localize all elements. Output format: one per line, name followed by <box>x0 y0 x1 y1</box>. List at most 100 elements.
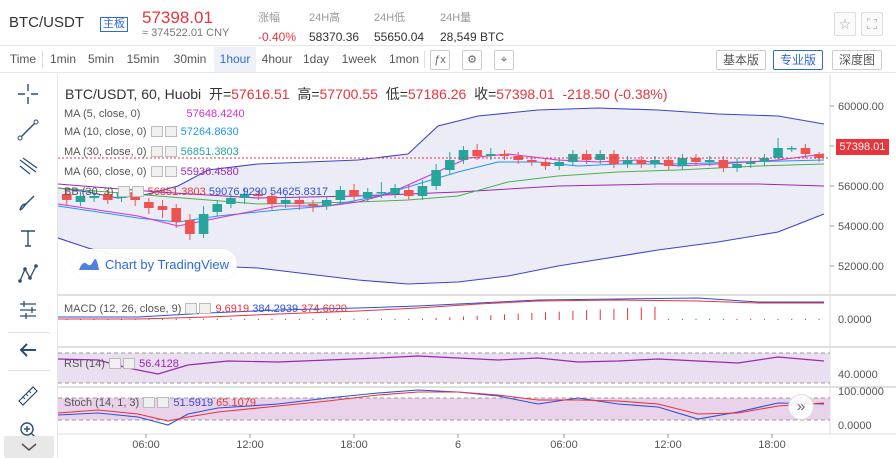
fullscreen-icon[interactable]: ⛶ <box>861 12 883 36</box>
time-tick-label: 06:00 <box>132 439 160 451</box>
interval-5min[interactable]: 5min <box>87 52 114 66</box>
tradingview-logo-icon <box>79 258 99 270</box>
interval-15min[interactable]: 15min <box>126 52 160 66</box>
candle <box>650 160 660 164</box>
candle <box>486 154 496 156</box>
last-price-label: 57398.01 <box>836 139 889 155</box>
ohlc-low: 57186.26 <box>407 86 467 102</box>
back-icon[interactable] <box>12 336 44 364</box>
candle <box>89 196 99 198</box>
candle <box>212 204 223 212</box>
candle <box>376 192 387 194</box>
stat-low: 24H低 55650.04 <box>374 12 425 44</box>
legend-rsi[interactable]: RSI (14) 56.4128 <box>64 358 179 370</box>
interval-1mon[interactable]: 1mon <box>388 52 420 66</box>
stoch-k-line <box>57 389 825 426</box>
candle <box>171 208 182 222</box>
chart-canvas[interactable]: 60000.0058000.0056000.0054000.0052000.00… <box>57 74 896 458</box>
candle <box>280 200 291 204</box>
star-icon[interactable]: ☆ <box>834 12 856 36</box>
interval-1min[interactable]: 1min <box>49 52 76 66</box>
candle <box>595 154 606 160</box>
interval-4hour[interactable]: 4hour <box>261 52 293 66</box>
price-tick-label: 52000.00 <box>838 261 884 273</box>
candle <box>431 170 441 186</box>
price-chart[interactable]: 60000.0058000.0056000.0054000.0052000.00… <box>57 74 896 458</box>
candle <box>445 160 455 170</box>
collapse-button[interactable] <box>4 436 54 458</box>
legend-ma60[interactable]: MA (60, close, 0) 55936.4580 <box>64 166 239 178</box>
ma60-line <box>57 183 825 199</box>
candle <box>691 158 701 162</box>
candle <box>226 198 236 204</box>
candle <box>472 150 482 156</box>
ohlc-open: 57616.51 <box>231 86 290 102</box>
cny-price: ≈ 374522.01 CNY <box>142 27 230 39</box>
trend-line-icon[interactable] <box>12 116 44 144</box>
chart-symbol: BTC/USDT, 60, Huobi <box>65 86 202 102</box>
candle <box>704 160 715 162</box>
legend-ma10[interactable]: MA (10, close, 0) 57264.8630 <box>64 126 239 138</box>
interval-1week[interactable]: 1week <box>341 52 377 66</box>
candle <box>677 158 688 166</box>
candle <box>390 188 400 194</box>
ohlc-high: 57700.55 <box>319 86 378 102</box>
candle <box>458 150 469 160</box>
time-tick-label: 12:00 <box>654 439 682 451</box>
legend-ma30[interactable]: MA (30, close, 0) 56851.3803 <box>64 146 239 158</box>
ohlc-close: 57398.01 <box>496 86 555 102</box>
legend-stoch[interactable]: Stoch (14, 1, 3) 51.5919 65.1079 <box>64 397 256 409</box>
legend-ma5[interactable]: MA (5, close, 0) 57648.4240 <box>64 108 245 120</box>
symbol-title[interactable]: BTC/USDT <box>9 14 84 31</box>
macd-tick-label: 0.0000 <box>838 314 872 326</box>
view-depth-button[interactable]: 深度图 <box>832 50 883 70</box>
time-tick-label: 18:00 <box>758 439 786 451</box>
candle <box>253 194 264 196</box>
interval-30min[interactable]: 30min <box>173 52 207 66</box>
settings-icon[interactable]: ⚙ <box>462 50 482 70</box>
candle <box>814 154 824 158</box>
measure-icon[interactable] <box>12 296 44 324</box>
brush-icon[interactable] <box>12 188 44 216</box>
candle <box>786 148 797 150</box>
candle <box>157 206 168 210</box>
candle <box>800 148 811 154</box>
ruler-icon[interactable] <box>12 382 44 410</box>
candle <box>103 194 113 200</box>
fib-icon[interactable] <box>12 152 44 180</box>
interval-1day[interactable]: 1day <box>302 52 330 66</box>
candle <box>732 164 742 168</box>
view-pro-button[interactable]: 专业版 <box>773 50 824 70</box>
stoch-d-line <box>57 391 825 422</box>
snapshot-icon[interactable]: ⌖ <box>494 50 514 70</box>
candle <box>568 154 578 162</box>
crosshair-icon[interactable] <box>12 80 44 108</box>
pattern-icon[interactable] <box>12 260 44 288</box>
candle <box>773 148 783 158</box>
stoch-tick-label: 100.0000 <box>838 386 884 398</box>
candle <box>349 190 359 196</box>
candle <box>718 160 729 168</box>
candle <box>294 200 305 204</box>
interval-time[interactable]: Time <box>9 52 37 66</box>
text-icon[interactable] <box>12 224 44 252</box>
scroll-to-realtime-button[interactable]: » <box>788 394 814 420</box>
price-tick-label: 60000.00 <box>838 101 884 113</box>
legend-macd[interactable]: MACD (12, 26, close, 9) 9.6919 384.2939 … <box>64 303 348 315</box>
stoch-tick-label: 0.0000 <box>838 420 872 432</box>
board-badge: 主板 <box>100 17 128 32</box>
indicator-icon[interactable]: ƒx <box>430 50 450 70</box>
stat-change: 涨幅 -0.40% <box>258 12 297 44</box>
candle <box>144 202 154 208</box>
candle <box>267 196 277 204</box>
interval-1hour[interactable]: 1hour <box>214 47 256 72</box>
view-basic-button[interactable]: 基本版 <box>716 50 767 70</box>
legend-bb[interactable]: BB (30, 3) 56851.3803 59076.9290 54625.8… <box>64 186 329 198</box>
candle <box>759 158 770 162</box>
bb-fill <box>58 108 824 284</box>
candle <box>335 190 346 200</box>
tradingview-link[interactable]: Chart by TradingView <box>72 249 238 279</box>
candle <box>185 220 195 234</box>
last-price: 57398.01 <box>142 8 213 27</box>
